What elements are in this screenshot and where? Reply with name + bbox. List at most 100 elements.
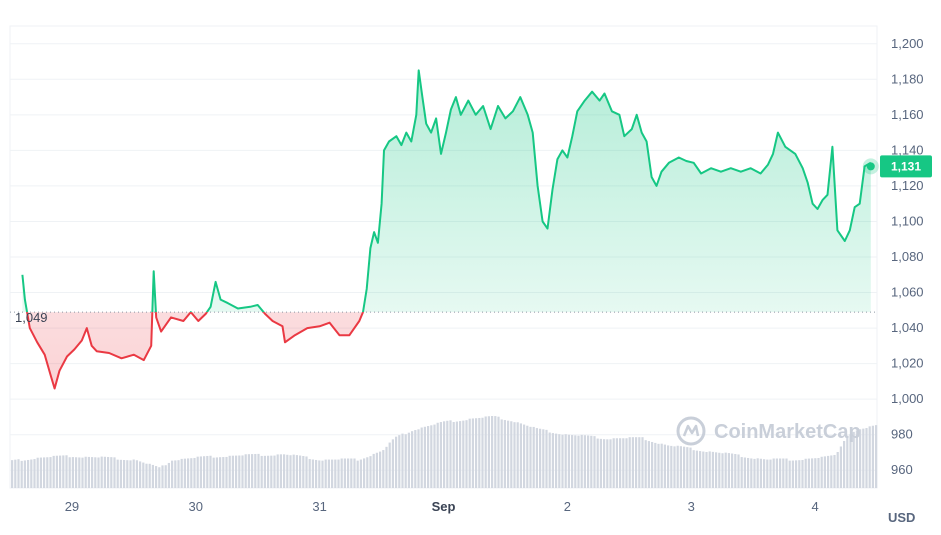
volume-bar	[667, 445, 670, 488]
volume-bar	[775, 458, 778, 488]
volume-bar	[721, 453, 724, 488]
volume-bar	[180, 458, 183, 488]
volume-bar	[78, 457, 81, 488]
volume-bar	[683, 446, 686, 488]
volume-bar	[644, 440, 647, 488]
volume-bar	[836, 452, 839, 488]
volume-bar	[318, 460, 321, 488]
volume-bar	[417, 429, 420, 488]
volume-bar	[430, 425, 433, 488]
volume-bar	[203, 456, 206, 488]
area-below-baseline	[22, 312, 871, 389]
volume-bar	[171, 460, 174, 488]
volume-bar	[273, 455, 276, 488]
volume-bar	[599, 438, 602, 488]
volume-bar	[516, 422, 519, 488]
volume-bar	[395, 436, 398, 488]
volume-bar	[14, 459, 17, 488]
price-line-up	[21, 69, 872, 313]
volume-bar	[686, 447, 689, 488]
volume-bar	[423, 426, 426, 488]
volume-bar	[670, 445, 673, 488]
volume-bar	[279, 454, 282, 488]
volume-bar	[369, 456, 372, 488]
volume-bar	[641, 437, 644, 488]
volume-bar	[97, 457, 100, 488]
volume-bar	[663, 444, 666, 488]
volume-bar	[625, 438, 628, 488]
volume-bar	[827, 455, 830, 488]
volume-bar	[225, 456, 228, 488]
volume-bar	[830, 455, 833, 488]
volume-bar	[564, 434, 567, 488]
y-tick-label: 1,080	[891, 249, 924, 264]
volume-bar	[71, 457, 74, 488]
volume-bar	[196, 456, 199, 488]
volume-bar	[868, 426, 871, 488]
y-tick-label: 1,180	[891, 71, 924, 86]
volume-bar	[497, 416, 500, 488]
volume-bar	[852, 431, 855, 488]
volume-bar	[126, 460, 129, 488]
volume-bar	[628, 437, 631, 488]
volume-bar	[820, 456, 823, 488]
volume-bar	[270, 455, 273, 488]
volume-bar	[420, 427, 423, 488]
volume-bar	[753, 458, 756, 488]
volume-bar	[875, 425, 878, 488]
volume-bar	[705, 452, 708, 488]
volume-bar	[727, 453, 730, 488]
volume-bar	[17, 459, 20, 488]
volume-bar	[446, 420, 449, 488]
volume-bar	[212, 457, 215, 488]
volume-bar	[503, 420, 506, 488]
volume-bar	[807, 458, 810, 488]
volume-bar	[839, 446, 842, 488]
volume-bar	[311, 459, 314, 488]
volume-bar	[347, 458, 350, 488]
y-tick-label: 1,200	[891, 36, 924, 51]
volume-bar	[459, 421, 462, 488]
y-tick-label: 1,160	[891, 107, 924, 122]
volume-bar	[455, 421, 458, 488]
volume-bar	[439, 422, 442, 488]
volume-bar	[801, 459, 804, 488]
volume-bar	[849, 434, 852, 488]
volume-bar	[46, 457, 49, 488]
volume-bar	[375, 452, 378, 488]
volume-bar	[443, 421, 446, 488]
volume-bar	[689, 447, 692, 488]
volume-bar	[545, 429, 548, 488]
volume-bar	[43, 457, 46, 488]
volume-bar	[702, 451, 705, 488]
volume-bar	[315, 459, 318, 488]
volume-bar	[39, 457, 42, 488]
y-tick-label: 1,100	[891, 213, 924, 228]
volume-bar	[593, 436, 596, 488]
volume-bar	[788, 460, 791, 488]
volume-bar	[388, 442, 391, 488]
volume-bar	[452, 422, 455, 488]
volume-bar	[551, 433, 554, 488]
volume-bar	[449, 420, 452, 488]
volume-bar	[113, 457, 116, 488]
volume-bar	[779, 458, 782, 488]
volume-bar	[846, 435, 849, 488]
volume-bar	[763, 459, 766, 488]
y-tick-label: 1,060	[891, 285, 924, 300]
volume-bar	[724, 452, 727, 488]
volume-bar	[206, 455, 209, 488]
volume-bar	[555, 433, 558, 488]
volume-bar	[151, 464, 154, 488]
current-price-dot	[866, 162, 875, 171]
volume-bar	[302, 456, 305, 488]
volume-bar	[49, 457, 52, 488]
volume-bar	[308, 459, 311, 488]
volume-bar	[238, 455, 241, 488]
volume-bar	[267, 455, 270, 488]
volume-bar	[356, 460, 359, 488]
volume-bar	[785, 458, 788, 488]
volume-bar	[484, 416, 487, 488]
volume-bar	[404, 434, 407, 488]
